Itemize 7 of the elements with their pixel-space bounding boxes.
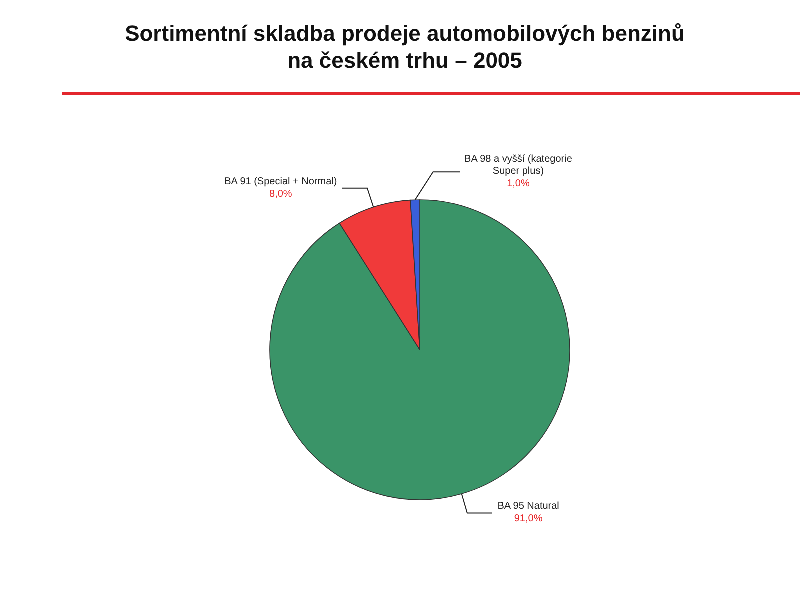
slice-label: BA 98 a vyšší (kategorie Super plus) (464, 154, 573, 178)
slice-label: BA 91 (Special + Normal) (224, 176, 338, 188)
data-label: 1,0% (507, 178, 530, 190)
data-label: 91,0% (514, 514, 543, 525)
data-label: 8,0% (270, 188, 292, 200)
chart-title: Sortimentní skladba prodeje automobilových benzinů na českém trhu – 2005 (124, 20, 686, 74)
slice-label: BA 95 Natural (498, 501, 560, 512)
